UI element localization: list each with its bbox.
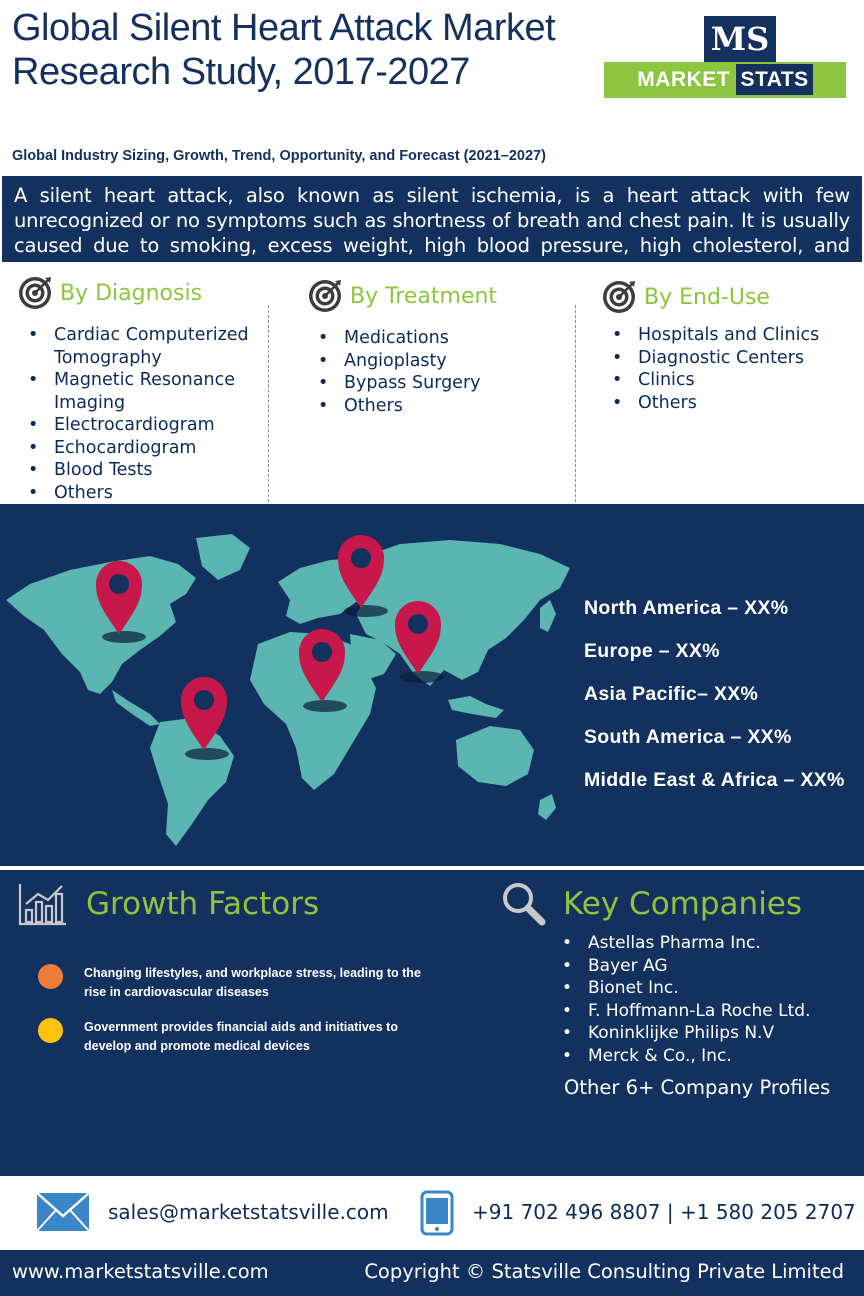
pin-south-america [181,677,227,750]
list-item: Blood Tests [18,459,258,482]
page-title: Global Silent Heart Attack Market Resear… [12,7,556,93]
region-north-america: North America – XX% [584,597,789,619]
magnifier-icon [503,883,546,926]
company-item: Astellas Pharma Inc. [560,932,810,955]
bar-chart-icon [18,884,66,926]
company-item: Bionet Inc. [560,977,810,1000]
japan-shape [540,600,556,632]
list-item: Cardiac Computerized Tomography [18,324,258,369]
target-icon [603,281,635,313]
logo-wordmark: MARKET STATS VILLE [604,62,846,127]
world-map [6,534,570,846]
north-america-shape [6,556,196,694]
new-zealand-shape [538,794,556,820]
indonesia-shape [448,696,504,718]
company-list: Astellas Pharma Inc. Bayer AG Bionet Inc… [560,932,810,1067]
list-item: Electrocardiogram [18,414,258,437]
region-middle-east-africa: Middle East & Africa – XX% [584,769,845,791]
pin-europe [338,535,384,608]
logo-word-market: MARKET [637,68,737,91]
list-item: Echocardiogram [18,437,258,460]
pin-middle-east-africa [299,629,345,702]
growth-factor-item: Changing lifestyles, and workplace stres… [38,964,444,1002]
map-pins [96,535,444,760]
growth-companies-section: Growth Factors Changing lifestyles, and … [0,870,864,1176]
logo-word-stats: STATS [736,64,813,95]
region-share-list: North America – XX% Europe – XX% Asia Pa… [584,592,845,807]
list-item: Magnetic Resonance Imaging [18,369,258,414]
list-item: Medications [308,327,497,350]
website-link[interactable]: www.marketstatsville.com [12,1260,269,1283]
yellow-dot-icon [38,1018,63,1043]
growth-factor-text: Government provides financial aids and i… [84,1020,398,1053]
copyright-text: Copyright © Statsville Consulting Privat… [364,1260,844,1283]
list-item: Clinics [602,369,819,392]
segment-title: By Treatment [350,283,498,309]
list-item: Others [308,395,497,418]
segment-title: By End-Use [644,284,770,310]
segment-end-use: By End-Use Hospitals and Clinics Diagnos… [602,280,819,414]
email-link[interactable]: sales@marketstatsville.com [108,1200,389,1224]
central-america-shape [112,690,160,726]
regional-map-section: North America – XX% Europe – XX% Asia Pa… [0,504,864,866]
column-divider [575,305,576,502]
column-divider [268,305,269,502]
growth-factor-item: Government provides financial aids and i… [38,1018,444,1056]
key-companies-title: Key Companies [563,886,803,922]
region-south-america: South America – XX% [584,726,792,748]
intro-text: A silent heart attack, also known as sil… [2,176,862,282]
other-company-profiles: Other 6+ Company Profiles [564,1076,831,1099]
company-item: Koninklijke Philips N.V [560,1022,810,1045]
orange-dot-icon [38,964,63,989]
list-item: Others [18,482,258,505]
segment-treatment: By Treatment Medications Angioplasty Byp… [308,279,497,417]
greenland-shape [196,534,250,580]
list-item: Angioplasty [308,350,497,373]
logo-word-ville: VILLE [693,104,756,127]
pin-north-america [96,561,142,634]
logo-monogram: MS [704,16,776,62]
phone-icon [420,1190,454,1236]
list-item: Bypass Surgery [308,372,497,395]
target-icon [19,277,51,309]
south-america-shape [150,718,234,846]
target-icon [309,280,341,312]
australia-shape [456,726,534,786]
arabia-shape [350,634,396,680]
list-item: Others [602,392,819,415]
pin-asia-pacific [395,601,441,674]
region-asia-pacific: Asia Pacific– XX% [584,683,759,705]
growth-factor-text: Changing lifestyles, and workplace stres… [84,966,421,999]
company-item: F. Hoffmann-La Roche Ltd. [560,1000,810,1023]
segment-title: By Diagnosis [60,280,203,306]
list-item: Diagnostic Centers [602,347,819,370]
growth-factors-title: Growth Factors [86,886,320,922]
footer: www.marketstatsville.com Copyright © Sta… [0,1250,864,1296]
company-item: Merck & Co., Inc. [560,1045,810,1068]
envelope-icon [36,1192,90,1232]
page-subtitle: Global Industry Sizing, Growth, Trend, O… [12,148,546,164]
company-item: Bayer AG [560,955,810,978]
region-europe: Europe – XX% [584,640,720,662]
phone-numbers: +91 702 496 8807 | +1 580 205 2707 [472,1200,856,1224]
list-item: Hospitals and Clinics [602,324,819,347]
segment-diagnosis: By Diagnosis Cardiac Computerized Tomogr… [18,276,258,504]
company-logo: MS MARKET STATS VILLE [604,16,846,127]
contact-bar: sales@marketstatsville.com +91 702 496 8… [0,1186,864,1242]
